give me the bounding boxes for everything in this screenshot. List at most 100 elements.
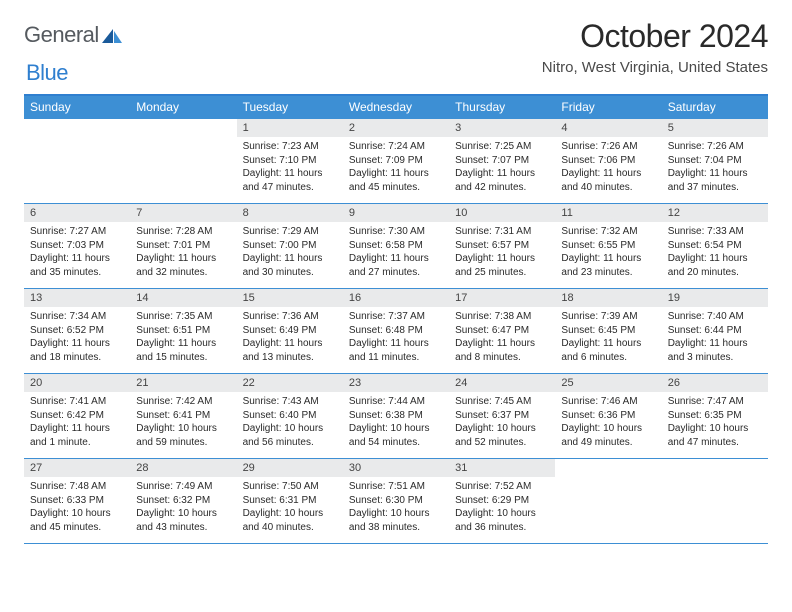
sunset-text: Sunset: 6:52 PM xyxy=(30,324,124,338)
day-details: Sunrise: 7:48 AMSunset: 6:33 PMDaylight:… xyxy=(24,477,130,538)
day-number: 22 xyxy=(237,374,343,392)
day-cell: 12Sunrise: 7:33 AMSunset: 6:54 PMDayligh… xyxy=(662,204,768,288)
sunset-text: Sunset: 6:38 PM xyxy=(349,409,443,423)
sunset-text: Sunset: 6:58 PM xyxy=(349,239,443,253)
week-row: 13Sunrise: 7:34 AMSunset: 6:52 PMDayligh… xyxy=(24,289,768,374)
sunrise-text: Sunrise: 7:26 AM xyxy=(668,140,762,154)
day-details: Sunrise: 7:43 AMSunset: 6:40 PMDaylight:… xyxy=(237,392,343,453)
day-number: 25 xyxy=(555,374,661,392)
day-cell: 4Sunrise: 7:26 AMSunset: 7:06 PMDaylight… xyxy=(555,119,661,203)
sunrise-text: Sunrise: 7:29 AM xyxy=(243,225,337,239)
sunrise-text: Sunrise: 7:43 AM xyxy=(243,395,337,409)
sunset-text: Sunset: 6:47 PM xyxy=(455,324,549,338)
daylight-text: Daylight: 11 hours and 42 minutes. xyxy=(455,167,549,194)
sunrise-text: Sunrise: 7:31 AM xyxy=(455,225,549,239)
daylight-text: Daylight: 11 hours and 6 minutes. xyxy=(561,337,655,364)
daylight-text: Daylight: 10 hours and 38 minutes. xyxy=(349,507,443,534)
daylight-text: Daylight: 11 hours and 37 minutes. xyxy=(668,167,762,194)
day-cell: 7Sunrise: 7:28 AMSunset: 7:01 PMDaylight… xyxy=(130,204,236,288)
sunrise-text: Sunrise: 7:24 AM xyxy=(349,140,443,154)
sunrise-text: Sunrise: 7:42 AM xyxy=(136,395,230,409)
day-details: Sunrise: 7:34 AMSunset: 6:52 PMDaylight:… xyxy=(24,307,130,368)
sunrise-text: Sunrise: 7:28 AM xyxy=(136,225,230,239)
day-details: Sunrise: 7:39 AMSunset: 6:45 PMDaylight:… xyxy=(555,307,661,368)
sunrise-text: Sunrise: 7:36 AM xyxy=(243,310,337,324)
daylight-text: Daylight: 11 hours and 30 minutes. xyxy=(243,252,337,279)
day-cell: 22Sunrise: 7:43 AMSunset: 6:40 PMDayligh… xyxy=(237,374,343,458)
day-cell: 30Sunrise: 7:51 AMSunset: 6:30 PMDayligh… xyxy=(343,459,449,543)
sunrise-text: Sunrise: 7:23 AM xyxy=(243,140,337,154)
day-cell xyxy=(24,119,130,203)
day-number: 13 xyxy=(24,289,130,307)
day-details: Sunrise: 7:49 AMSunset: 6:32 PMDaylight:… xyxy=(130,477,236,538)
daylight-text: Daylight: 10 hours and 47 minutes. xyxy=(668,422,762,449)
daylight-text: Daylight: 10 hours and 36 minutes. xyxy=(455,507,549,534)
sunset-text: Sunset: 6:41 PM xyxy=(136,409,230,423)
daylight-text: Daylight: 11 hours and 20 minutes. xyxy=(668,252,762,279)
daylight-text: Daylight: 10 hours and 43 minutes. xyxy=(136,507,230,534)
day-details: Sunrise: 7:40 AMSunset: 6:44 PMDaylight:… xyxy=(662,307,768,368)
day-details: Sunrise: 7:29 AMSunset: 7:00 PMDaylight:… xyxy=(237,222,343,283)
day-header-friday: Friday xyxy=(555,96,661,119)
logo-text-blue: Blue xyxy=(26,60,68,85)
day-cell: 14Sunrise: 7:35 AMSunset: 6:51 PMDayligh… xyxy=(130,289,236,373)
sunrise-text: Sunrise: 7:35 AM xyxy=(136,310,230,324)
sunset-text: Sunset: 6:57 PM xyxy=(455,239,549,253)
day-details: Sunrise: 7:42 AMSunset: 6:41 PMDaylight:… xyxy=(130,392,236,453)
day-header-tuesday: Tuesday xyxy=(237,96,343,119)
daylight-text: Daylight: 11 hours and 3 minutes. xyxy=(668,337,762,364)
day-details: Sunrise: 7:24 AMSunset: 7:09 PMDaylight:… xyxy=(343,137,449,198)
sunrise-text: Sunrise: 7:37 AM xyxy=(349,310,443,324)
sunrise-text: Sunrise: 7:52 AM xyxy=(455,480,549,494)
day-details: Sunrise: 7:44 AMSunset: 6:38 PMDaylight:… xyxy=(343,392,449,453)
day-cell: 20Sunrise: 7:41 AMSunset: 6:42 PMDayligh… xyxy=(24,374,130,458)
day-cell: 1Sunrise: 7:23 AMSunset: 7:10 PMDaylight… xyxy=(237,119,343,203)
day-cell xyxy=(555,459,661,543)
day-number: 12 xyxy=(662,204,768,222)
daylight-text: Daylight: 10 hours and 45 minutes. xyxy=(30,507,124,534)
day-number: 26 xyxy=(662,374,768,392)
day-cell: 2Sunrise: 7:24 AMSunset: 7:09 PMDaylight… xyxy=(343,119,449,203)
daylight-text: Daylight: 11 hours and 25 minutes. xyxy=(455,252,549,279)
sunrise-text: Sunrise: 7:30 AM xyxy=(349,225,443,239)
day-cell: 27Sunrise: 7:48 AMSunset: 6:33 PMDayligh… xyxy=(24,459,130,543)
day-number: 21 xyxy=(130,374,236,392)
day-cell xyxy=(662,459,768,543)
day-number: 2 xyxy=(343,119,449,137)
day-details: Sunrise: 7:27 AMSunset: 7:03 PMDaylight:… xyxy=(24,222,130,283)
sunrise-text: Sunrise: 7:45 AM xyxy=(455,395,549,409)
day-cell: 31Sunrise: 7:52 AMSunset: 6:29 PMDayligh… xyxy=(449,459,555,543)
month-title: October 2024 xyxy=(542,18,768,55)
day-cell: 16Sunrise: 7:37 AMSunset: 6:48 PMDayligh… xyxy=(343,289,449,373)
day-number: 19 xyxy=(662,289,768,307)
daylight-text: Daylight: 10 hours and 59 minutes. xyxy=(136,422,230,449)
sunset-text: Sunset: 6:32 PM xyxy=(136,494,230,508)
sunrise-text: Sunrise: 7:50 AM xyxy=(243,480,337,494)
day-cell: 25Sunrise: 7:46 AMSunset: 6:36 PMDayligh… xyxy=(555,374,661,458)
day-cell: 19Sunrise: 7:40 AMSunset: 6:44 PMDayligh… xyxy=(662,289,768,373)
week-row: 20Sunrise: 7:41 AMSunset: 6:42 PMDayligh… xyxy=(24,374,768,459)
day-number: 18 xyxy=(555,289,661,307)
daylight-text: Daylight: 10 hours and 52 minutes. xyxy=(455,422,549,449)
location-subtitle: Nitro, West Virginia, United States xyxy=(542,59,768,76)
sunset-text: Sunset: 6:29 PM xyxy=(455,494,549,508)
weeks-container: 1Sunrise: 7:23 AMSunset: 7:10 PMDaylight… xyxy=(24,119,768,544)
day-cell: 24Sunrise: 7:45 AMSunset: 6:37 PMDayligh… xyxy=(449,374,555,458)
daylight-text: Daylight: 11 hours and 1 minute. xyxy=(30,422,124,449)
day-number: 1 xyxy=(237,119,343,137)
daylight-text: Daylight: 11 hours and 13 minutes. xyxy=(243,337,337,364)
sunset-text: Sunset: 6:40 PM xyxy=(243,409,337,423)
sunrise-text: Sunrise: 7:26 AM xyxy=(561,140,655,154)
sunset-text: Sunset: 6:42 PM xyxy=(30,409,124,423)
daylight-text: Daylight: 11 hours and 40 minutes. xyxy=(561,167,655,194)
day-details: Sunrise: 7:23 AMSunset: 7:10 PMDaylight:… xyxy=(237,137,343,198)
day-cell: 21Sunrise: 7:42 AMSunset: 6:41 PMDayligh… xyxy=(130,374,236,458)
daylight-text: Daylight: 11 hours and 35 minutes. xyxy=(30,252,124,279)
sunrise-text: Sunrise: 7:38 AM xyxy=(455,310,549,324)
daylight-text: Daylight: 10 hours and 56 minutes. xyxy=(243,422,337,449)
day-cell: 17Sunrise: 7:38 AMSunset: 6:47 PMDayligh… xyxy=(449,289,555,373)
sunset-text: Sunset: 6:33 PM xyxy=(30,494,124,508)
day-header-sunday: Sunday xyxy=(24,96,130,119)
daylight-text: Daylight: 11 hours and 8 minutes. xyxy=(455,337,549,364)
day-details: Sunrise: 7:26 AMSunset: 7:06 PMDaylight:… xyxy=(555,137,661,198)
